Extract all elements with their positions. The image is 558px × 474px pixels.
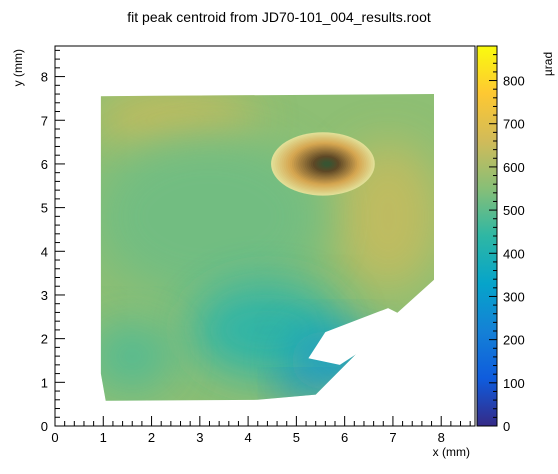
- x-tick-label: 6: [341, 430, 348, 445]
- y-tick-label: 1: [41, 375, 48, 390]
- hotspot-band: [323, 161, 331, 167]
- y-tick-label: 6: [41, 157, 48, 172]
- y-tick-label: 3: [41, 288, 48, 303]
- heatmap-region: [100, 321, 176, 392]
- x-tick-label: 5: [293, 430, 300, 445]
- x-tick-label: 8: [438, 430, 445, 445]
- colorbar-axis: 0 100 200 300 400 500 600 700 800: [489, 45, 525, 434]
- heatmap-region: [279, 377, 323, 400]
- x-tick-label: 1: [100, 430, 107, 445]
- x-tick-label: 7: [389, 430, 396, 445]
- y-axis-label: y (mm): [11, 49, 25, 86]
- x-tick-label: 3: [196, 430, 203, 445]
- y-tick-label: 5: [41, 201, 48, 216]
- x-tick-label: 0: [51, 430, 58, 445]
- z-tick-label: 200: [503, 333, 525, 348]
- y-tick-label: 0: [41, 419, 48, 434]
- z-tick-label: 100: [503, 376, 525, 391]
- x-tick-label: 2: [148, 430, 155, 445]
- z-tick-label: 700: [503, 117, 525, 132]
- heatmap-region: [100, 94, 258, 147]
- x-axis-label: x (mm): [433, 445, 470, 459]
- heatmap-layer: [100, 94, 435, 401]
- z-tick-label: 500: [503, 203, 525, 218]
- y-axis: 0 1 2 3 4 5 6 7 8: [41, 49, 65, 434]
- heatmap-region: [100, 133, 326, 300]
- y-tick-label: 7: [41, 113, 48, 128]
- z-tick-label: 800: [503, 74, 525, 89]
- x-axis: 0 1 2 3 4 5 6 7 8: [51, 416, 471, 445]
- chart-title: fit peak centroid from JD70-101_004_resu…: [127, 9, 431, 25]
- z-tick-label: 0: [503, 419, 510, 434]
- data-gap: [308, 308, 410, 365]
- data-gap-layer: [308, 308, 410, 365]
- y-tick-label: 2: [41, 332, 48, 347]
- y-tick-label: 8: [41, 70, 48, 85]
- y-tick-label: 4: [41, 244, 48, 259]
- x-tick-label: 4: [244, 430, 251, 445]
- z-tick-label: 600: [503, 160, 525, 175]
- colorbar-label: µrad: [541, 52, 555, 76]
- z-tick-label: 400: [503, 246, 525, 261]
- z-tick-label: 300: [503, 289, 525, 304]
